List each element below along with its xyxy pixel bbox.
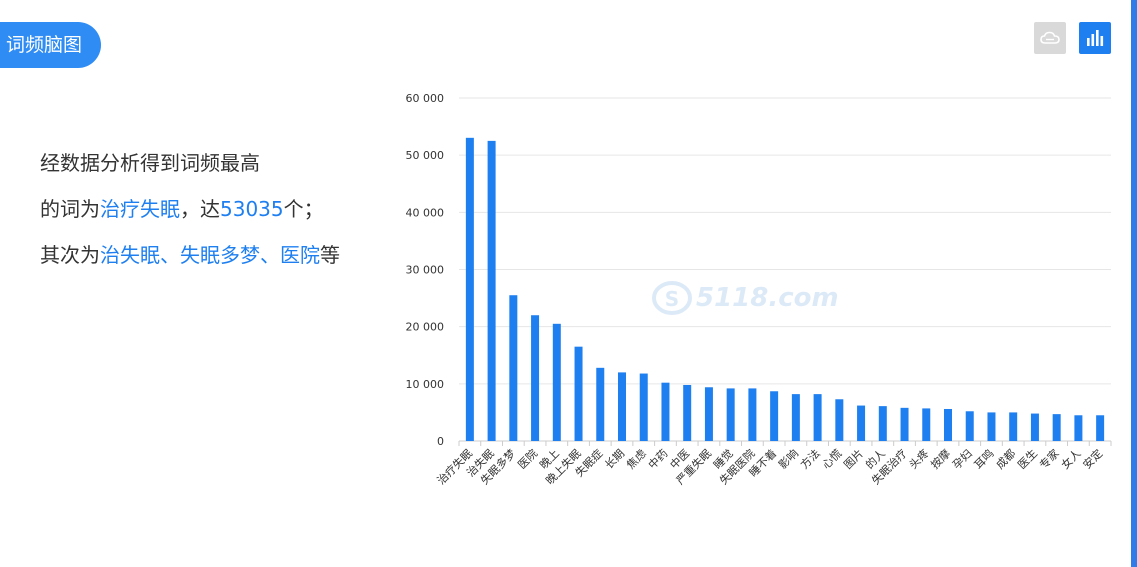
chart-category-labels: 治疗失眠治失眠失眠多梦医院晚上晚上失眠失眠症长期焦虑中药中医严重失眠睡觉失眠医院… [434,446,1105,487]
second-word-highlight: 治失眠 [100,243,160,267]
top-word-highlight: 治疗失眠 [100,197,180,221]
x-category-label: 医院 [515,446,540,471]
bar[interactable] [791,394,800,441]
svg-text:S: S [665,287,679,311]
bar[interactable] [552,323,561,441]
bar-chart-view-button[interactable] [1079,22,1111,54]
bar[interactable] [770,391,779,441]
summary-text-part: 的词为 [40,197,100,221]
y-tick-label: 40 000 [406,206,445,219]
chart-grid [458,97,1112,446]
bar[interactable] [596,367,605,441]
bar[interactable] [944,408,952,441]
summary-line-2: 的词为治疗失眠，达53035个； [40,186,390,232]
third-word-highlight: 失眠多梦 [180,243,260,267]
x-category-label: 中药 [646,447,671,472]
bar[interactable] [509,295,518,441]
summary-text-part: ，达 [180,197,220,221]
bar[interactable] [835,399,844,441]
watermark-text: 5118.com [696,283,839,313]
x-category-label: 医生 [1015,446,1040,471]
x-category-label: 方法 [797,446,822,471]
bar[interactable] [857,405,866,441]
chart-bars [465,137,1105,441]
y-tick-label: 0 [437,435,444,448]
summary-text-part: 等 [320,243,340,267]
bar[interactable] [704,387,713,441]
summary-line-3: 其次为治失眠、失眠多梦、医院等 [40,232,390,278]
wordcloud-view-button[interactable] [1034,22,1066,54]
top-count-highlight: 53035 [220,197,284,221]
summary-text: 经数据分析得到词频最高 的词为治疗失眠，达53035个； 其次为治失眠、失眠多梦… [40,140,390,278]
x-category-label: 专家 [1036,446,1061,471]
summary-text-part: 其次为 [40,243,100,267]
tab-word-frequency-map[interactable]: 词频脑图 [0,22,101,68]
bar[interactable] [1052,414,1061,441]
y-tick-label: 50 000 [406,149,445,162]
bar[interactable] [531,315,540,441]
y-tick-label: 20 000 [406,321,445,334]
bar[interactable] [1074,415,1083,441]
chart-ticks: 0 10 000 20 000 30 000 40 000 50 000 60 000 [406,92,445,448]
summary-text-part: 个； [283,197,324,221]
x-category-label: 焦虑 [624,447,649,472]
bar[interactable] [1096,415,1105,441]
bar[interactable] [683,384,692,441]
x-category-label: 孕妇 [950,447,975,472]
bar[interactable] [748,388,757,441]
x-category-label: 女人 [1058,446,1083,471]
scrollbar-edge[interactable] [1131,0,1137,567]
bar[interactable] [965,411,974,441]
summary-line-1: 经数据分析得到词频最高 [40,140,390,186]
fourth-word-highlight: 医院 [280,243,320,267]
bar[interactable] [900,407,909,441]
x-category-label: 耳鸣 [971,446,996,471]
bar[interactable] [574,346,583,441]
bar[interactable] [726,388,735,441]
bar[interactable] [922,408,931,441]
x-category-label: 头疼 [906,446,931,471]
wordcloud-icon [1040,31,1060,44]
bar[interactable] [1009,412,1018,441]
x-category-label: 长期 [602,447,627,472]
bar[interactable] [661,382,670,441]
x-category-label: 成都 [994,447,1019,472]
x-category-label: 图片 [841,447,866,472]
separator: 、 [160,243,180,267]
watermark: S 5118.com [652,281,839,315]
bar[interactable] [465,137,474,441]
y-tick-label: 10 000 [406,378,445,391]
bar[interactable] [878,406,887,441]
y-tick-label: 60 000 [406,92,445,105]
summary-line-1-text: 经数据分析得到词频最高 [40,151,260,175]
x-category-label: 安定 [1080,446,1105,471]
bar[interactable] [1030,413,1039,441]
bar[interactable] [987,412,996,441]
bar-chart-icon [1087,30,1104,46]
y-tick-label: 30 000 [406,264,445,277]
separator: 、 [260,243,280,267]
x-category-label: 心慌 [820,447,845,472]
bar[interactable] [639,373,648,441]
bar[interactable] [487,140,496,441]
bar[interactable] [813,394,822,441]
x-category-label: 影响 [776,447,801,472]
x-category-label: 按摩 [928,446,953,471]
bar[interactable] [618,372,626,441]
